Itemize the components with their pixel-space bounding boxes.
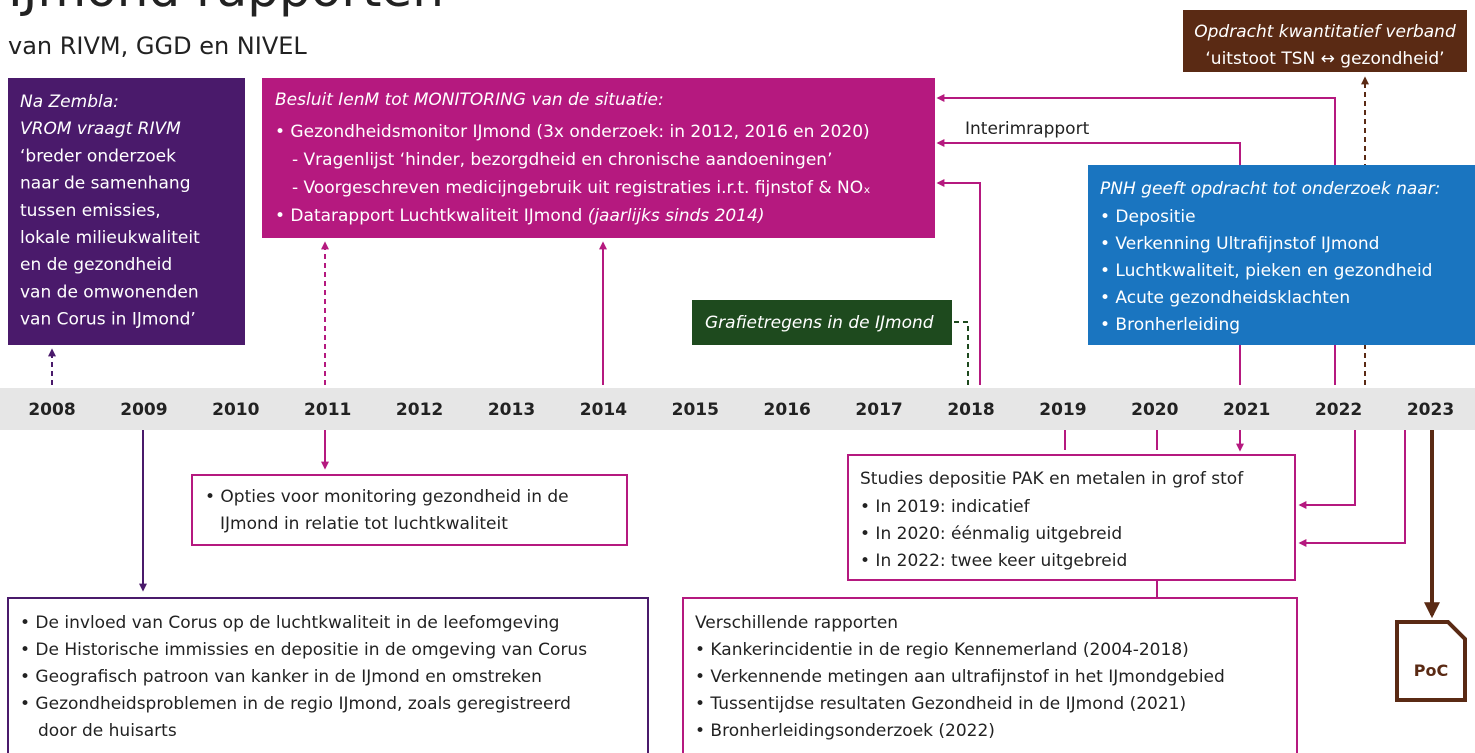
pnh-item: • Luchtkwaliteit, pieken en gezondheid xyxy=(1100,261,1432,281)
monitoring-item: - Voorgeschreven medicijngebruik uit reg… xyxy=(292,178,871,198)
zembla-box xyxy=(8,78,245,345)
opdracht-box xyxy=(1183,10,1467,72)
zembla-line: van de omwonenden xyxy=(20,282,199,302)
connectors xyxy=(48,76,1440,619)
subtitle: van RIVM, GGD en NIVEL xyxy=(8,32,307,60)
interim-label: Interimrapport xyxy=(965,119,1090,139)
opties-line: • Opties voor monitoring gezondheid in d… xyxy=(205,487,569,507)
corus-item: • De Historische immissies en depositie … xyxy=(20,640,587,660)
year: 2012 xyxy=(396,400,443,420)
monitoring-box xyxy=(262,78,935,238)
document-icon xyxy=(1395,620,1467,702)
opdracht-line: ‘uitstoot TSN ↔ gezondheid’ xyxy=(1205,49,1444,69)
monitoring-item: • Datarapport Luchtkwaliteit IJmond (jaa… xyxy=(275,206,764,226)
year: 2015 xyxy=(672,400,719,420)
year: 2009 xyxy=(120,400,167,420)
studies-box xyxy=(847,454,1296,581)
studies-item: • In 2022: twee keer uitgebreid xyxy=(860,551,1127,571)
year-labels: 2008 2009 2010 2011 2012 2013 2014 2015 2016 2017… xyxy=(28,400,1454,420)
corus-item: • Geografisch patroon van kanker in de I… xyxy=(20,667,542,687)
year: 2019 xyxy=(1039,400,1086,420)
year: 2013 xyxy=(488,400,535,420)
zembla-line: VROM vraagt RIVM xyxy=(20,119,181,139)
year: 2011 xyxy=(304,400,351,420)
pnh-item: • Verkenning Ultrafijnstof IJmond xyxy=(1100,234,1379,254)
corus-item: • Gezondheidsproblemen in de regio IJmon… xyxy=(20,694,571,714)
year: 2016 xyxy=(764,400,811,420)
opdracht-line: Opdracht kwantitatief verband xyxy=(1194,22,1456,42)
timeline-bar xyxy=(0,388,1475,430)
zembla-line: van Corus in IJmond’ xyxy=(20,310,196,330)
rapporten-heading: Verschillende rapporten xyxy=(695,613,898,633)
studies-heading: Studies depositie PAK en metalen in grof… xyxy=(860,469,1244,489)
rapporten-item: • Verkennende metingen aan ultrafijnstof… xyxy=(695,667,1225,687)
opties-box xyxy=(191,474,628,546)
monitoring-item: - Vragenlijst ‘hinder, bezorgdheid en ch… xyxy=(292,150,833,170)
rapporten-item: • Bronherleidingsonderzoek (2022) xyxy=(695,721,995,741)
title: IJmond rapporten xyxy=(8,0,444,18)
pnh-item: • Acute gezondheidsklachten xyxy=(1100,288,1350,308)
grafiet-label: Grafietregens in de IJmond xyxy=(705,313,934,333)
zembla-line: lokale milieukwaliteit xyxy=(20,228,200,248)
corus-item: • De invloed van Corus op de luchtkwalit… xyxy=(20,613,559,633)
year: 2022 xyxy=(1315,400,1362,420)
studies-item: • In 2020: éénmalig uitgebreid xyxy=(860,524,1122,544)
pnh-box xyxy=(1088,165,1475,345)
corus-item: door de huisarts xyxy=(38,721,177,741)
monitoring-heading: Besluit IenM tot MONITORING van de situa… xyxy=(275,90,664,110)
studies-item: • In 2019: indicatief xyxy=(860,497,1031,517)
corus-box xyxy=(7,597,649,753)
zembla-line: ‘breder onderzoek xyxy=(20,146,176,166)
pnh-item: • Bronherleiding xyxy=(1100,315,1240,335)
zembla-line: tussen emissies, xyxy=(20,201,161,221)
year: 2023 xyxy=(1407,400,1454,420)
zembla-line: en de gezondheid xyxy=(20,255,172,275)
year: 2010 xyxy=(212,400,259,420)
year: 2021 xyxy=(1223,400,1270,420)
rapporten-box xyxy=(682,597,1298,753)
pnh-item: • Depositie xyxy=(1100,207,1196,227)
year: 2008 xyxy=(28,400,75,420)
zembla-line: naar de samenhang xyxy=(20,174,190,194)
item-note: (jaarlijks sinds 2014) xyxy=(588,206,765,226)
year: 2014 xyxy=(580,400,627,420)
grafiet-box xyxy=(692,300,952,345)
opties-line: IJmond in relatie tot luchtkwaliteit xyxy=(220,514,508,534)
year: 2017 xyxy=(855,400,902,420)
icon-label: PoC xyxy=(1414,661,1448,680)
year: 2020 xyxy=(1131,400,1178,420)
year: 2018 xyxy=(947,400,994,420)
rapporten-item: • Tussentijdse resultaten Gezondheid in … xyxy=(695,694,1186,714)
rapporten-item: • Kankerincidentie in de regio Kennemerl… xyxy=(695,640,1189,660)
item-text: • Datarapport Luchtkwaliteit IJmond xyxy=(275,206,588,226)
zembla-line: Na Zembla: xyxy=(20,92,119,112)
monitoring-item: • Gezondheidsmonitor IJmond (3x onderzoe… xyxy=(275,122,870,142)
pnh-heading: PNH geeft opdracht tot onderzoek naar: xyxy=(1100,179,1440,199)
